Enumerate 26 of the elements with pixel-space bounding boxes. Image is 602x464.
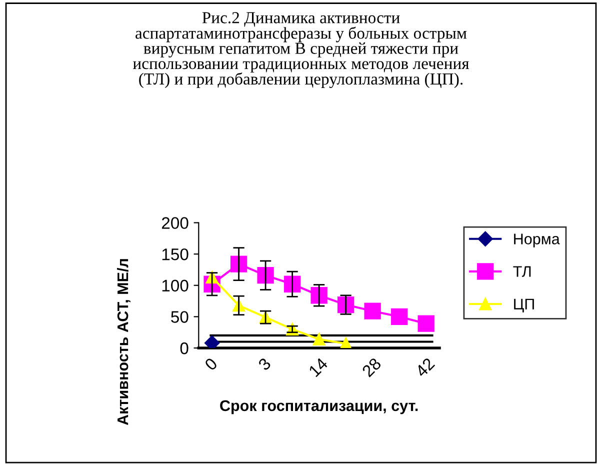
y-tick-label: 50	[171, 311, 188, 323]
x-tick-label: 28	[361, 357, 382, 378]
x-tick-label: 0	[204, 357, 218, 372]
x-tick-label: 14	[308, 357, 328, 378]
legend-label: Норма	[514, 234, 560, 248]
x-tick-label: 42	[414, 357, 436, 378]
y-tick-label: 100	[162, 280, 188, 292]
legend-label: ТЛ	[513, 266, 531, 277]
point	[204, 335, 220, 348]
x-tick-label: 3	[258, 357, 272, 372]
point	[418, 315, 434, 332]
x-axis-title: Срок госпитализации, сут.	[220, 400, 418, 414]
point	[284, 276, 301, 292]
chart-title: Рис.2 Динамика активности аспартатаминотрансферазы у больных острым вирусным гепатитом В средней тяжести при использовании традиционных методов лечения (ТЛ) и при добавлении церулоплазмина (ЦП).	[132, 12, 470, 88]
y-tick-label: 150	[162, 248, 188, 260]
y-tick-label: 200	[162, 217, 188, 229]
y-axis-title: Активность АСТ, МЕ/л	[116, 259, 130, 426]
point	[390, 308, 408, 326]
point	[340, 337, 352, 348]
legend-label: ЦП	[514, 298, 534, 312]
point	[230, 256, 248, 272]
point	[310, 287, 328, 304]
y-tick-label: 0	[180, 342, 188, 354]
point	[312, 332, 326, 346]
point	[364, 302, 381, 320]
point	[257, 267, 274, 284]
